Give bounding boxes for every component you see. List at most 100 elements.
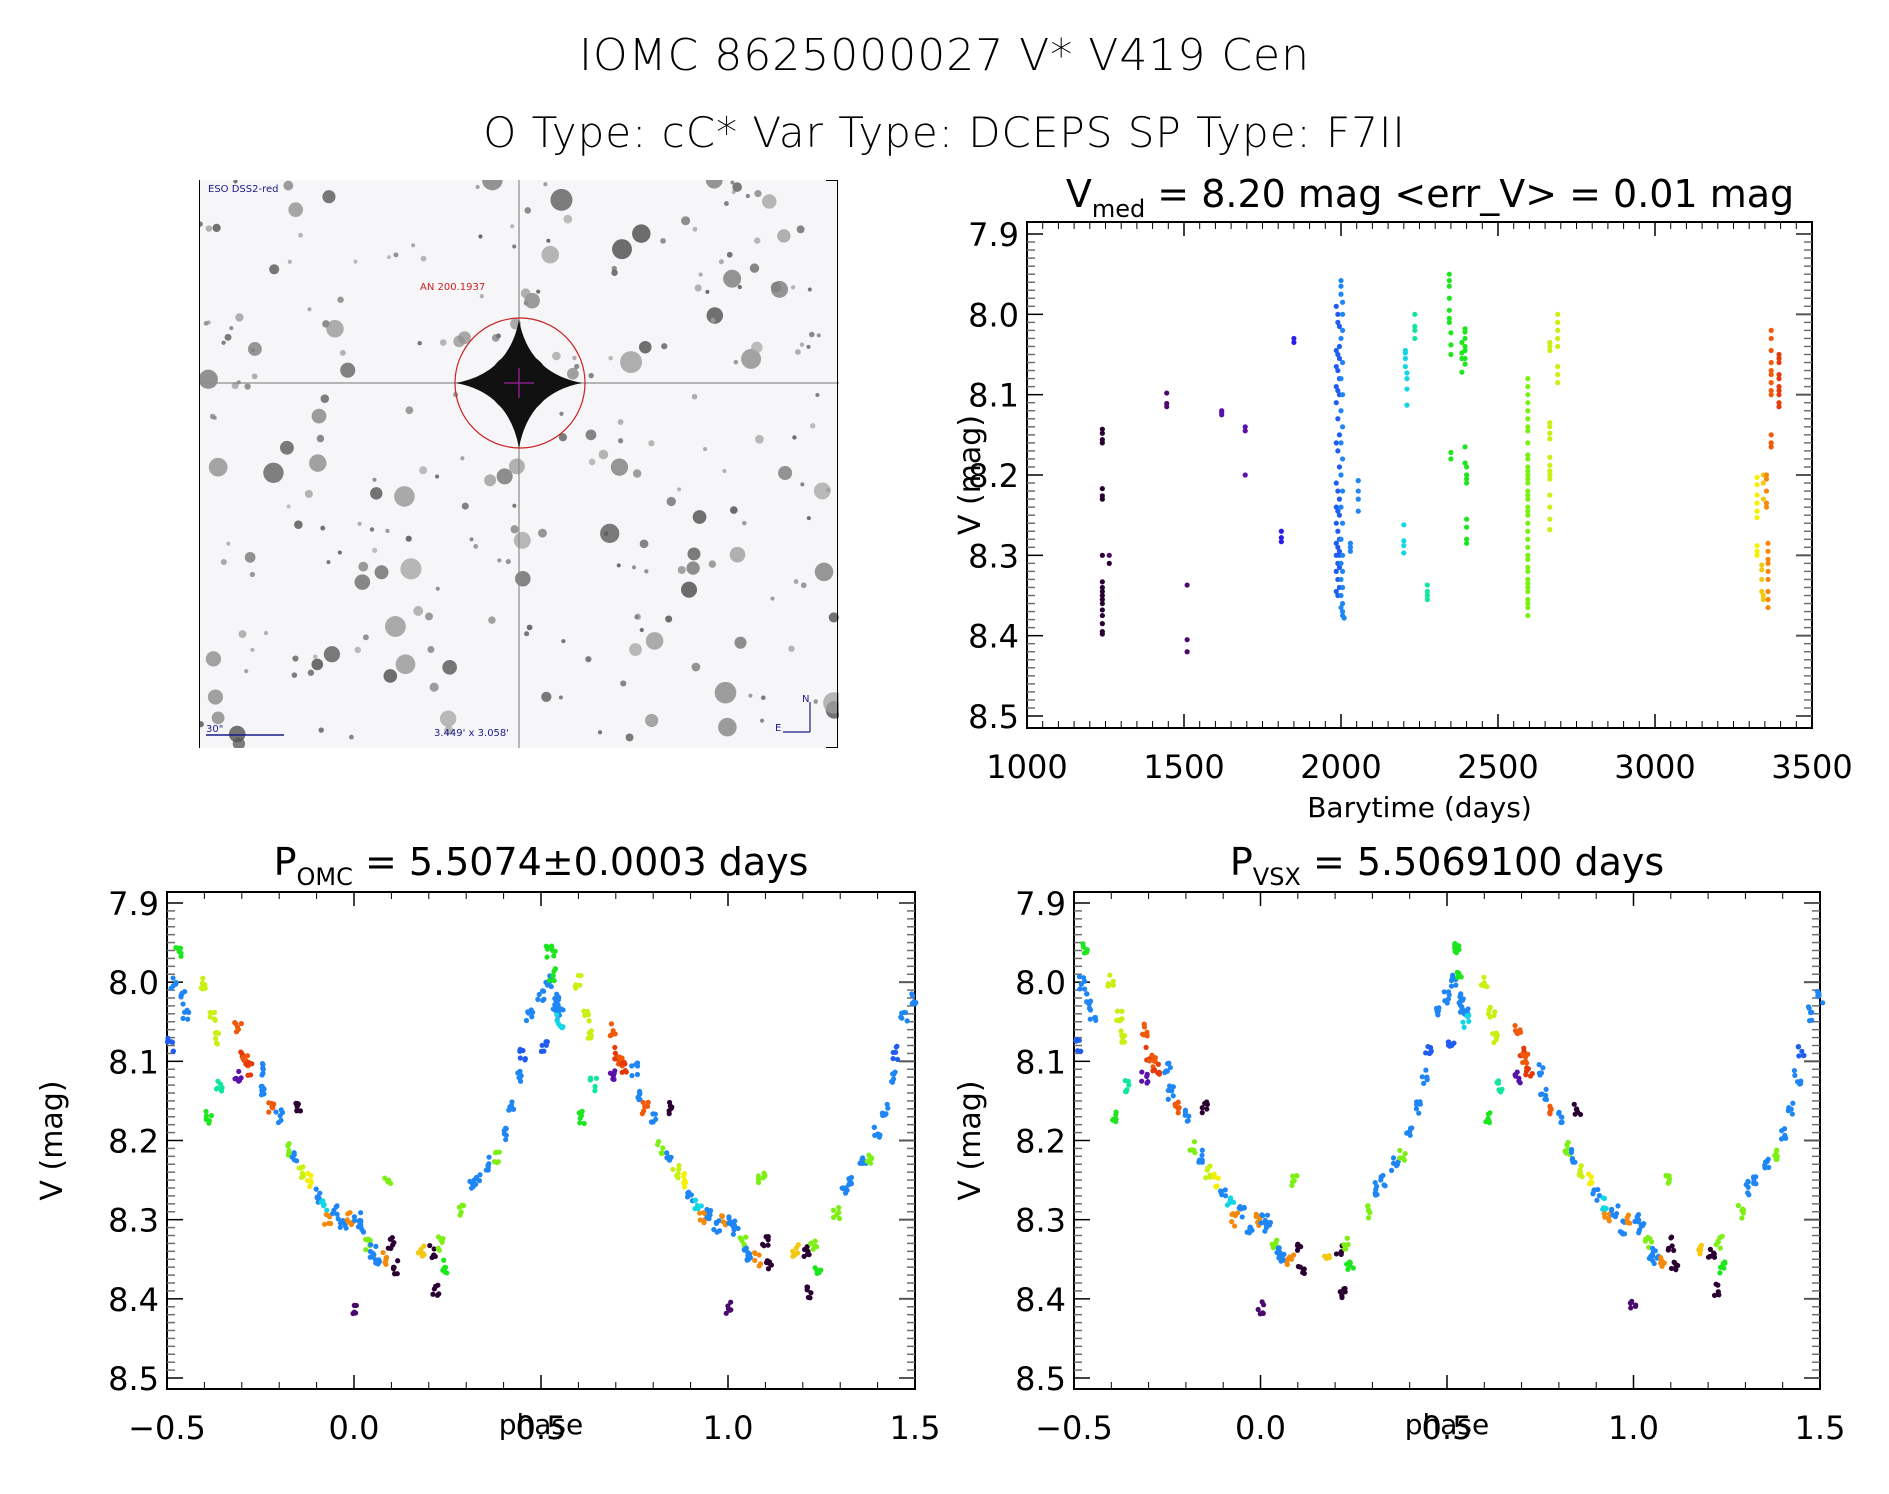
data-point xyxy=(1333,540,1339,546)
data-point xyxy=(1547,1111,1553,1117)
data-point xyxy=(1150,1068,1156,1074)
data-point xyxy=(1525,576,1531,583)
title-subscript: OMC xyxy=(296,863,353,891)
data-point xyxy=(1081,944,1087,950)
data-point xyxy=(1487,1014,1493,1020)
data-point xyxy=(503,1132,509,1138)
field-star xyxy=(691,393,698,400)
data-point xyxy=(1110,982,1116,988)
y-tick-label: 8.2 xyxy=(1015,1123,1066,1161)
data-point xyxy=(1635,1212,1642,1218)
field-star xyxy=(232,737,246,748)
data-point xyxy=(1347,540,1354,546)
data-point xyxy=(1774,1156,1780,1162)
data-point xyxy=(719,1213,725,1220)
data-point xyxy=(313,1186,319,1192)
y-tick-label: 8.0 xyxy=(968,296,1019,334)
data-point xyxy=(1230,1211,1236,1217)
data-point xyxy=(1525,416,1531,422)
field-star xyxy=(737,284,743,290)
field-star xyxy=(550,188,573,211)
data-point xyxy=(1768,367,1774,374)
data-point xyxy=(353,1302,359,1309)
data-point xyxy=(1765,596,1771,603)
data-point xyxy=(1336,323,1343,329)
data-point xyxy=(1077,986,1083,992)
data-point xyxy=(1555,363,1561,370)
x-tick-label: 0.0 xyxy=(329,1409,380,1447)
data-point xyxy=(1547,424,1553,430)
field-star xyxy=(741,348,762,369)
data-point xyxy=(1338,592,1344,599)
data-point xyxy=(1621,1231,1628,1237)
data-point xyxy=(554,1012,560,1018)
data-point xyxy=(1600,1195,1606,1201)
field-star xyxy=(320,525,326,531)
data-point xyxy=(1166,1060,1172,1066)
data-point xyxy=(1464,516,1470,522)
data-point xyxy=(1494,1079,1500,1086)
data-point xyxy=(1255,1306,1261,1313)
data-point xyxy=(1099,486,1105,492)
data-point xyxy=(266,1109,272,1115)
data-point xyxy=(1191,1139,1198,1145)
data-point xyxy=(1460,1019,1466,1025)
data-point xyxy=(1525,480,1531,486)
data-point xyxy=(1464,472,1470,478)
data-point xyxy=(735,1225,741,1232)
data-point xyxy=(203,1113,210,1119)
data-point xyxy=(1099,600,1105,607)
phase-omc-plot: −0.5 0.0 0.5 1.0 1.5 7.9 8.0 8.1 8.2 8.3 8.4 8.5 pha… xyxy=(35,885,940,1447)
data-point xyxy=(732,1218,738,1224)
data-point xyxy=(1601,1211,1607,1217)
data-point xyxy=(1448,330,1454,336)
field-star xyxy=(759,718,765,723)
data-point xyxy=(890,1055,896,1062)
data-point xyxy=(1776,351,1782,358)
data-point xyxy=(1776,404,1782,410)
data-point xyxy=(203,1108,209,1115)
data-point xyxy=(1765,1156,1771,1162)
data-point xyxy=(1335,508,1341,514)
field-star xyxy=(749,263,760,273)
field-star xyxy=(806,344,811,349)
data-point xyxy=(1404,376,1410,382)
data-point xyxy=(1765,540,1771,546)
data-point xyxy=(1666,1176,1673,1182)
data-point xyxy=(368,1242,374,1248)
data-point xyxy=(1464,536,1470,542)
field-star xyxy=(469,537,474,542)
data-point xyxy=(751,1250,758,1256)
sky-image-frame xyxy=(826,180,838,748)
data-point xyxy=(207,1014,213,1020)
data-point xyxy=(1445,996,1452,1002)
data-point xyxy=(1547,343,1553,350)
data-point xyxy=(1118,1028,1124,1034)
data-point xyxy=(1199,1152,1205,1158)
data-point xyxy=(637,1091,643,1098)
field-star xyxy=(629,643,642,656)
x-tick-label: 1000 xyxy=(986,748,1067,786)
data-point xyxy=(1717,1270,1723,1276)
field-star xyxy=(552,351,561,361)
data-point xyxy=(1745,1179,1751,1185)
data-point xyxy=(199,986,205,992)
data-point xyxy=(358,1218,364,1224)
field-star xyxy=(648,440,655,447)
data-point xyxy=(1278,535,1284,541)
field-star xyxy=(439,339,447,346)
data-point xyxy=(493,1149,499,1155)
data-point xyxy=(1242,472,1248,478)
field-star xyxy=(611,265,617,272)
data-point xyxy=(1464,480,1470,486)
data-point xyxy=(1525,564,1531,570)
data-point xyxy=(324,1207,330,1213)
data-point xyxy=(1645,1234,1651,1241)
plot-frame xyxy=(1073,891,1821,1390)
field-star xyxy=(718,259,724,265)
field-star xyxy=(353,259,358,264)
data-point xyxy=(1106,560,1112,566)
data-point xyxy=(550,973,556,979)
data-point xyxy=(1333,363,1339,370)
data-point xyxy=(1446,319,1452,325)
